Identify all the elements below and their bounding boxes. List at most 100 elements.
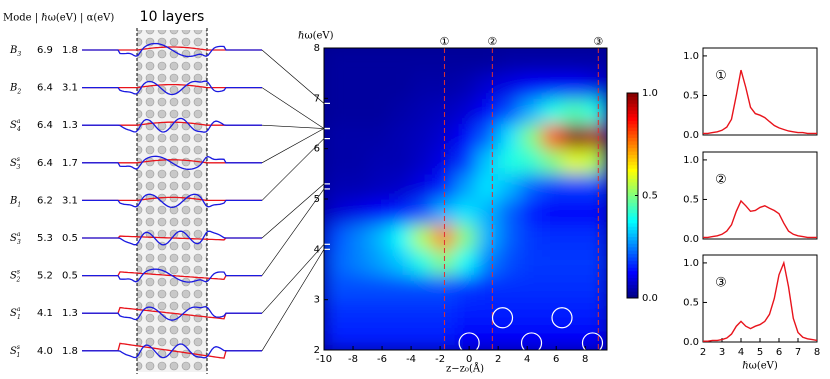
- heatmap-cell: [389, 123, 412, 150]
- mode-connector: [261, 183, 325, 239]
- heatmap-cell: [324, 123, 347, 150]
- mode-sub: 3: [16, 163, 20, 170]
- heatmap-cell: [476, 224, 499, 250]
- heatmap-cell: [454, 48, 477, 74]
- heatmap-cell: [432, 98, 456, 124]
- colorbar-slice: [627, 116, 638, 121]
- colorbar-slice: [627, 120, 638, 125]
- colorbar-slice: [627, 233, 638, 237]
- colorbar-slice: [627, 185, 638, 190]
- atom: [458, 332, 480, 354]
- y-tick-label: 0.0: [683, 130, 699, 141]
- heatmap-cell: [345, 299, 369, 326]
- heatmap-cell: [541, 148, 564, 175]
- x-tick-label: 2: [700, 347, 706, 358]
- heatmap-cell: [585, 148, 607, 175]
- heatmap-cell: [476, 274, 499, 301]
- heatmap-cell: [389, 173, 412, 200]
- mode-energy: 6.4: [37, 120, 53, 131]
- colorbar-slice: [627, 274, 638, 278]
- heatmap-cell: [541, 73, 564, 99]
- heatmap-cell: [498, 224, 521, 250]
- heatmap-cell: [454, 324, 477, 350]
- colorbar-slice: [627, 205, 638, 210]
- mode-label: Sa 3: [10, 231, 21, 246]
- heatmap-cell: [519, 324, 543, 350]
- mode-energy: 4.0: [37, 346, 53, 357]
- heatmap-cell: [563, 123, 586, 150]
- heatmap-cell: [324, 274, 347, 301]
- colorbar-slice: [627, 93, 638, 97]
- mode-connector: [261, 124, 325, 129]
- mode-profiles: B3 6.9 1.8B2 6.4 3.1Sa 4 6.4 1.3Ss 3 6.4 1.7B1 6.2 3…: [9, 42, 325, 359]
- heatmap-cell: [345, 324, 369, 350]
- mode-alpha: 0.5: [62, 233, 78, 244]
- heatmap-cell: [345, 173, 369, 200]
- mode-sup: s: [17, 155, 20, 162]
- heatmap-cell: [498, 73, 521, 99]
- heatmap-cell: [389, 199, 412, 225]
- heatmap-cell: [345, 199, 369, 225]
- heatmap-cell: [367, 224, 390, 250]
- heatmap-cell: [498, 274, 521, 301]
- colorbar-slice: [627, 198, 638, 203]
- y-tick-label: 1.0: [683, 155, 699, 166]
- heatmap-cell: [367, 148, 390, 175]
- mode-energy: 6.2: [37, 195, 53, 206]
- heatmap-cell: [563, 249, 586, 275]
- y-axis-label: ℏω(eV): [298, 31, 334, 42]
- colorbar-slice: [627, 171, 638, 176]
- spectrum-line: [703, 69, 817, 135]
- heatmap-cell: [563, 199, 586, 225]
- heatmap-cell: [432, 274, 456, 301]
- mode-sub: 2: [15, 276, 20, 283]
- colorbar-slice: [627, 147, 638, 152]
- heatmap-cell: [563, 299, 586, 326]
- mode-alpha: 3.1: [62, 195, 78, 206]
- colorbar-slice: [627, 96, 638, 101]
- y-tick-label: 0.5: [683, 297, 699, 308]
- heatmap-cell: [585, 299, 607, 326]
- heatmap-cell: [585, 123, 607, 150]
- mode-symbol: B: [9, 195, 17, 206]
- heatmap-cell: [411, 48, 434, 74]
- heatmap-cell: [519, 173, 543, 200]
- heatmap-cell: [389, 274, 412, 301]
- mode-symbol: S: [10, 270, 17, 281]
- profile-blue: [82, 230, 262, 246]
- x-axis-label: ℏω(eV): [742, 361, 778, 372]
- heatmap-cell: [541, 173, 564, 200]
- atom: [491, 307, 514, 329]
- heatmap-cell: [411, 173, 434, 200]
- heatmap-cell: [324, 249, 347, 275]
- heatmap-cell: [324, 98, 347, 124]
- heatmap-cell: [541, 48, 564, 74]
- heatmap-cell: [411, 249, 434, 275]
- colorbar-slice: [627, 209, 638, 214]
- x-tick-label: 3: [719, 347, 725, 358]
- heatmap-cell: [541, 224, 564, 250]
- heatmap-cell: [498, 123, 521, 150]
- colorbar-slice: [627, 181, 638, 186]
- colorbar-slice: [627, 154, 638, 159]
- heatmap-cell: [454, 123, 477, 150]
- heatmap-cells: [324, 48, 607, 350]
- mode-symbol: S: [10, 308, 17, 319]
- mode-symbol: S: [10, 345, 17, 356]
- colorbar-slice: [627, 140, 638, 145]
- heatmap-cell: [585, 98, 607, 124]
- atom: [551, 307, 573, 329]
- colorbar-slice: [627, 284, 638, 289]
- spectrum-line: [703, 260, 818, 342]
- heatmap-cell: [585, 224, 607, 250]
- spectrum-annotation: ③: [715, 276, 727, 291]
- heatmap-cell: [498, 173, 521, 200]
- mode-alpha: 1.7: [62, 158, 78, 169]
- heatmap-cell: [345, 148, 369, 175]
- colorbar-slice: [627, 219, 638, 224]
- heatmap-cell: [498, 148, 521, 175]
- colorbar-slice: [627, 161, 638, 166]
- heatmap-cell: [345, 98, 369, 124]
- x-tick-label: 0: [466, 354, 472, 365]
- heatmap-cell: [324, 173, 347, 200]
